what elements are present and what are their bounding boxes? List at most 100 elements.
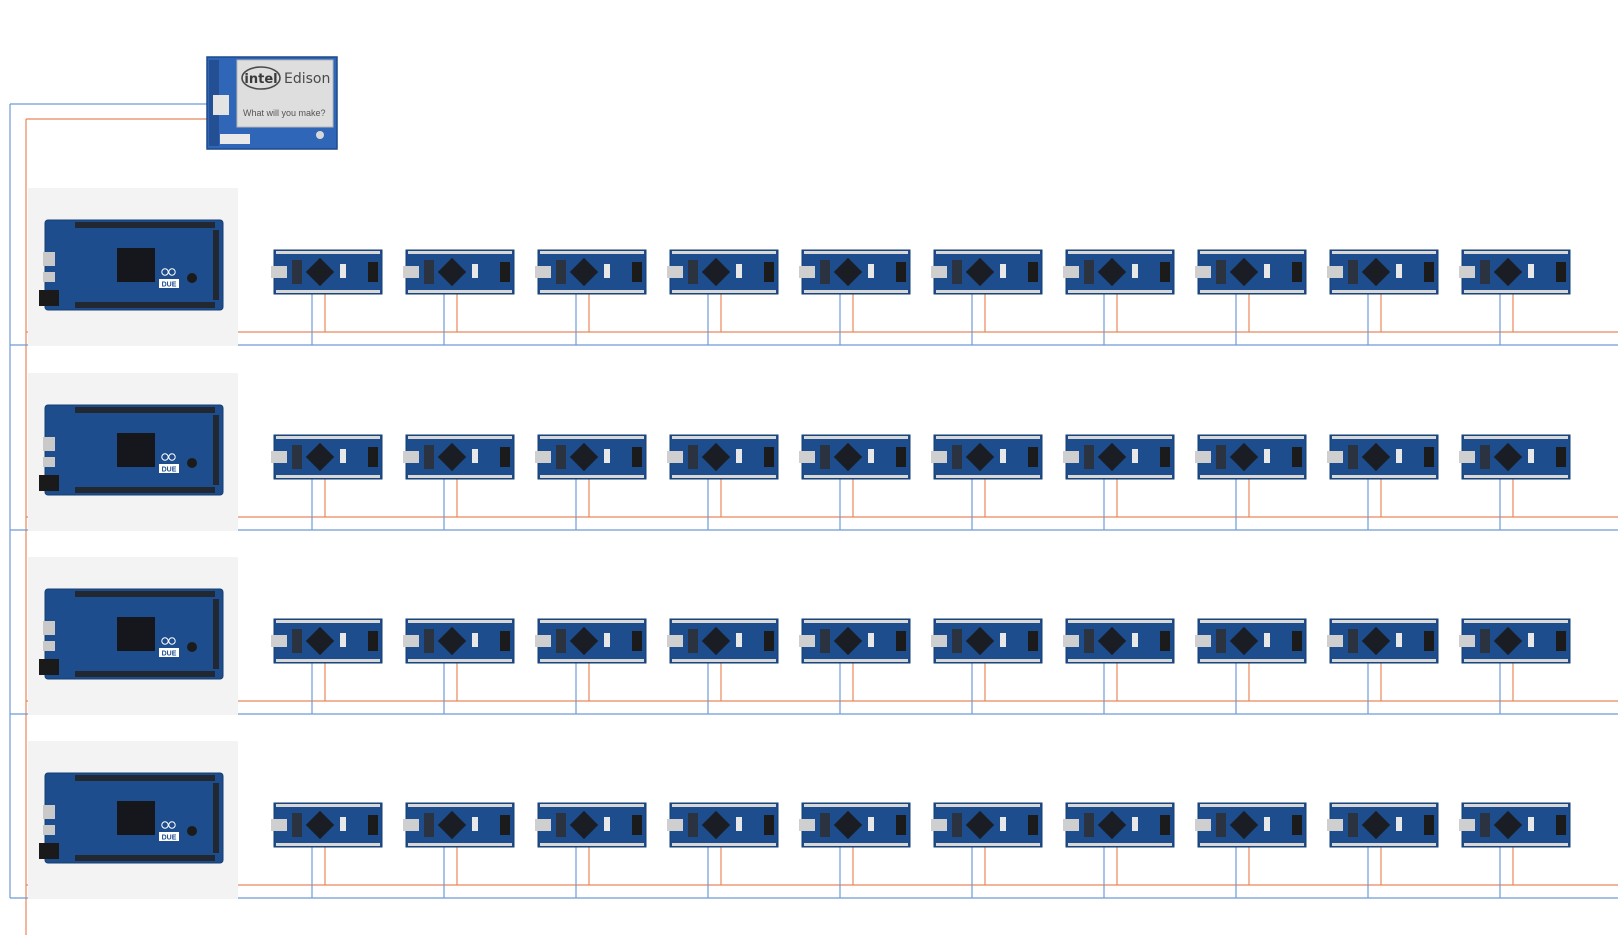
nano-reset-button — [868, 264, 874, 278]
nano-icsp-header — [500, 262, 510, 282]
arduino-nano — [1459, 249, 1571, 295]
nano-icsp-header — [1028, 631, 1038, 651]
nano-pin-row-top — [672, 251, 776, 254]
nano-pin-row-bottom — [408, 475, 512, 478]
nano-chip — [1361, 626, 1391, 656]
nano-icsp-header — [896, 262, 906, 282]
intel-edison-board: intel Edison What will you make? — [206, 56, 338, 150]
nano-component — [424, 260, 434, 284]
nano-pin-row-top — [804, 251, 908, 254]
arduino-nano — [271, 249, 383, 295]
nano-pin-row-top — [1464, 436, 1568, 439]
nano-pin-row-top — [408, 620, 512, 623]
nano-component — [292, 445, 302, 469]
nano-icsp-header — [1028, 262, 1038, 282]
nano-reset-button — [1000, 264, 1006, 278]
nano-pin-row-top — [408, 804, 512, 807]
nano-pin-row-top — [936, 436, 1040, 439]
nano-pin-row-bottom — [804, 659, 908, 662]
nano-usb-port — [667, 819, 683, 831]
due-header-bottom — [75, 487, 215, 493]
infinity-icon — [161, 821, 169, 829]
nano-chip — [701, 626, 731, 656]
due-header-bottom — [75, 855, 215, 861]
nano-pin-row-bottom — [408, 659, 512, 662]
nano-icsp-header — [500, 447, 510, 467]
nano-chip — [1229, 257, 1259, 287]
nano-pin-row-top — [540, 620, 644, 623]
nano-component — [556, 629, 566, 653]
nano-usb-port — [1327, 451, 1343, 463]
nano-pin-row-top — [936, 620, 1040, 623]
nano-pin-row-top — [1332, 620, 1436, 623]
nano-reset-button — [1528, 264, 1534, 278]
nano-pin-row-bottom — [408, 290, 512, 293]
nano-usb-port — [1195, 635, 1211, 647]
nano-chip — [437, 810, 467, 840]
edison-component — [213, 95, 229, 115]
row-1: DUE — [28, 188, 1571, 346]
nano-pin-row-bottom — [1068, 659, 1172, 662]
due-header-top — [75, 222, 215, 228]
nano-pin-row-top — [408, 436, 512, 439]
due-label-plate — [159, 832, 179, 841]
arduino-nano — [1459, 434, 1571, 480]
nano-pin-row-top — [1200, 620, 1304, 623]
nano-chip — [1097, 257, 1127, 287]
nano-usb-port — [1063, 266, 1079, 278]
nano-usb-port — [931, 635, 947, 647]
arduino-nano — [1195, 249, 1307, 295]
nano-icsp-header — [1028, 447, 1038, 467]
arduino-nano — [1195, 434, 1307, 480]
nano-icsp-header — [1028, 815, 1038, 835]
nano-icsp-header — [1424, 631, 1434, 651]
arduino-nano — [799, 618, 911, 664]
due-usb-port-native — [43, 825, 55, 835]
nano-chip — [701, 810, 731, 840]
nano-pin-row-top — [804, 620, 908, 623]
arduino-nano — [271, 434, 383, 480]
due-label: DUE — [162, 467, 177, 474]
infinity-icon — [168, 637, 176, 645]
board-rows: DUE DUE DUE DUE — [28, 188, 1571, 899]
nano-pin-row-bottom — [672, 475, 776, 478]
arduino-nano — [799, 434, 911, 480]
nano-usb-port — [403, 266, 419, 278]
arduino-nano — [403, 802, 515, 848]
nano-icsp-header — [764, 447, 774, 467]
nano-pin-row-top — [1068, 436, 1172, 439]
due-header-bottom — [75, 671, 215, 677]
nano-pin-row-bottom — [1068, 290, 1172, 293]
edison-shield — [236, 59, 334, 128]
nano-pin-row-top — [1332, 251, 1436, 254]
nano-component — [688, 813, 698, 837]
nano-pin-row-top — [276, 620, 380, 623]
nano-reset-button — [340, 817, 346, 831]
nano-reset-button — [604, 817, 610, 831]
infinity-icon — [161, 268, 169, 276]
nano-reset-button — [1132, 633, 1138, 647]
nano-icsp-header — [1556, 262, 1566, 282]
nano-chip — [1229, 626, 1259, 656]
nano-chip — [1361, 257, 1391, 287]
nano-pin-row-top — [1464, 620, 1568, 623]
nano-icsp-header — [764, 815, 774, 835]
nano-pin-row-top — [672, 436, 776, 439]
infinity-icon — [161, 453, 169, 461]
due-microcontroller-chip — [117, 433, 155, 467]
nano-chip — [701, 257, 731, 287]
nano-reset-button — [1264, 264, 1270, 278]
nano-reset-button — [604, 633, 610, 647]
nano-icsp-header — [1556, 631, 1566, 651]
nano-icsp-header — [368, 262, 378, 282]
nano-reset-button — [1396, 449, 1402, 463]
nano-usb-port — [1459, 635, 1475, 647]
nano-usb-port — [1327, 266, 1343, 278]
nano-component — [952, 813, 962, 837]
nano-reset-button — [1264, 633, 1270, 647]
nano-pin-row-bottom — [1464, 290, 1568, 293]
nano-icsp-header — [368, 447, 378, 467]
arduino-nano — [1327, 802, 1439, 848]
arduino-nano — [271, 618, 383, 664]
due-microcontroller-chip — [117, 801, 155, 835]
